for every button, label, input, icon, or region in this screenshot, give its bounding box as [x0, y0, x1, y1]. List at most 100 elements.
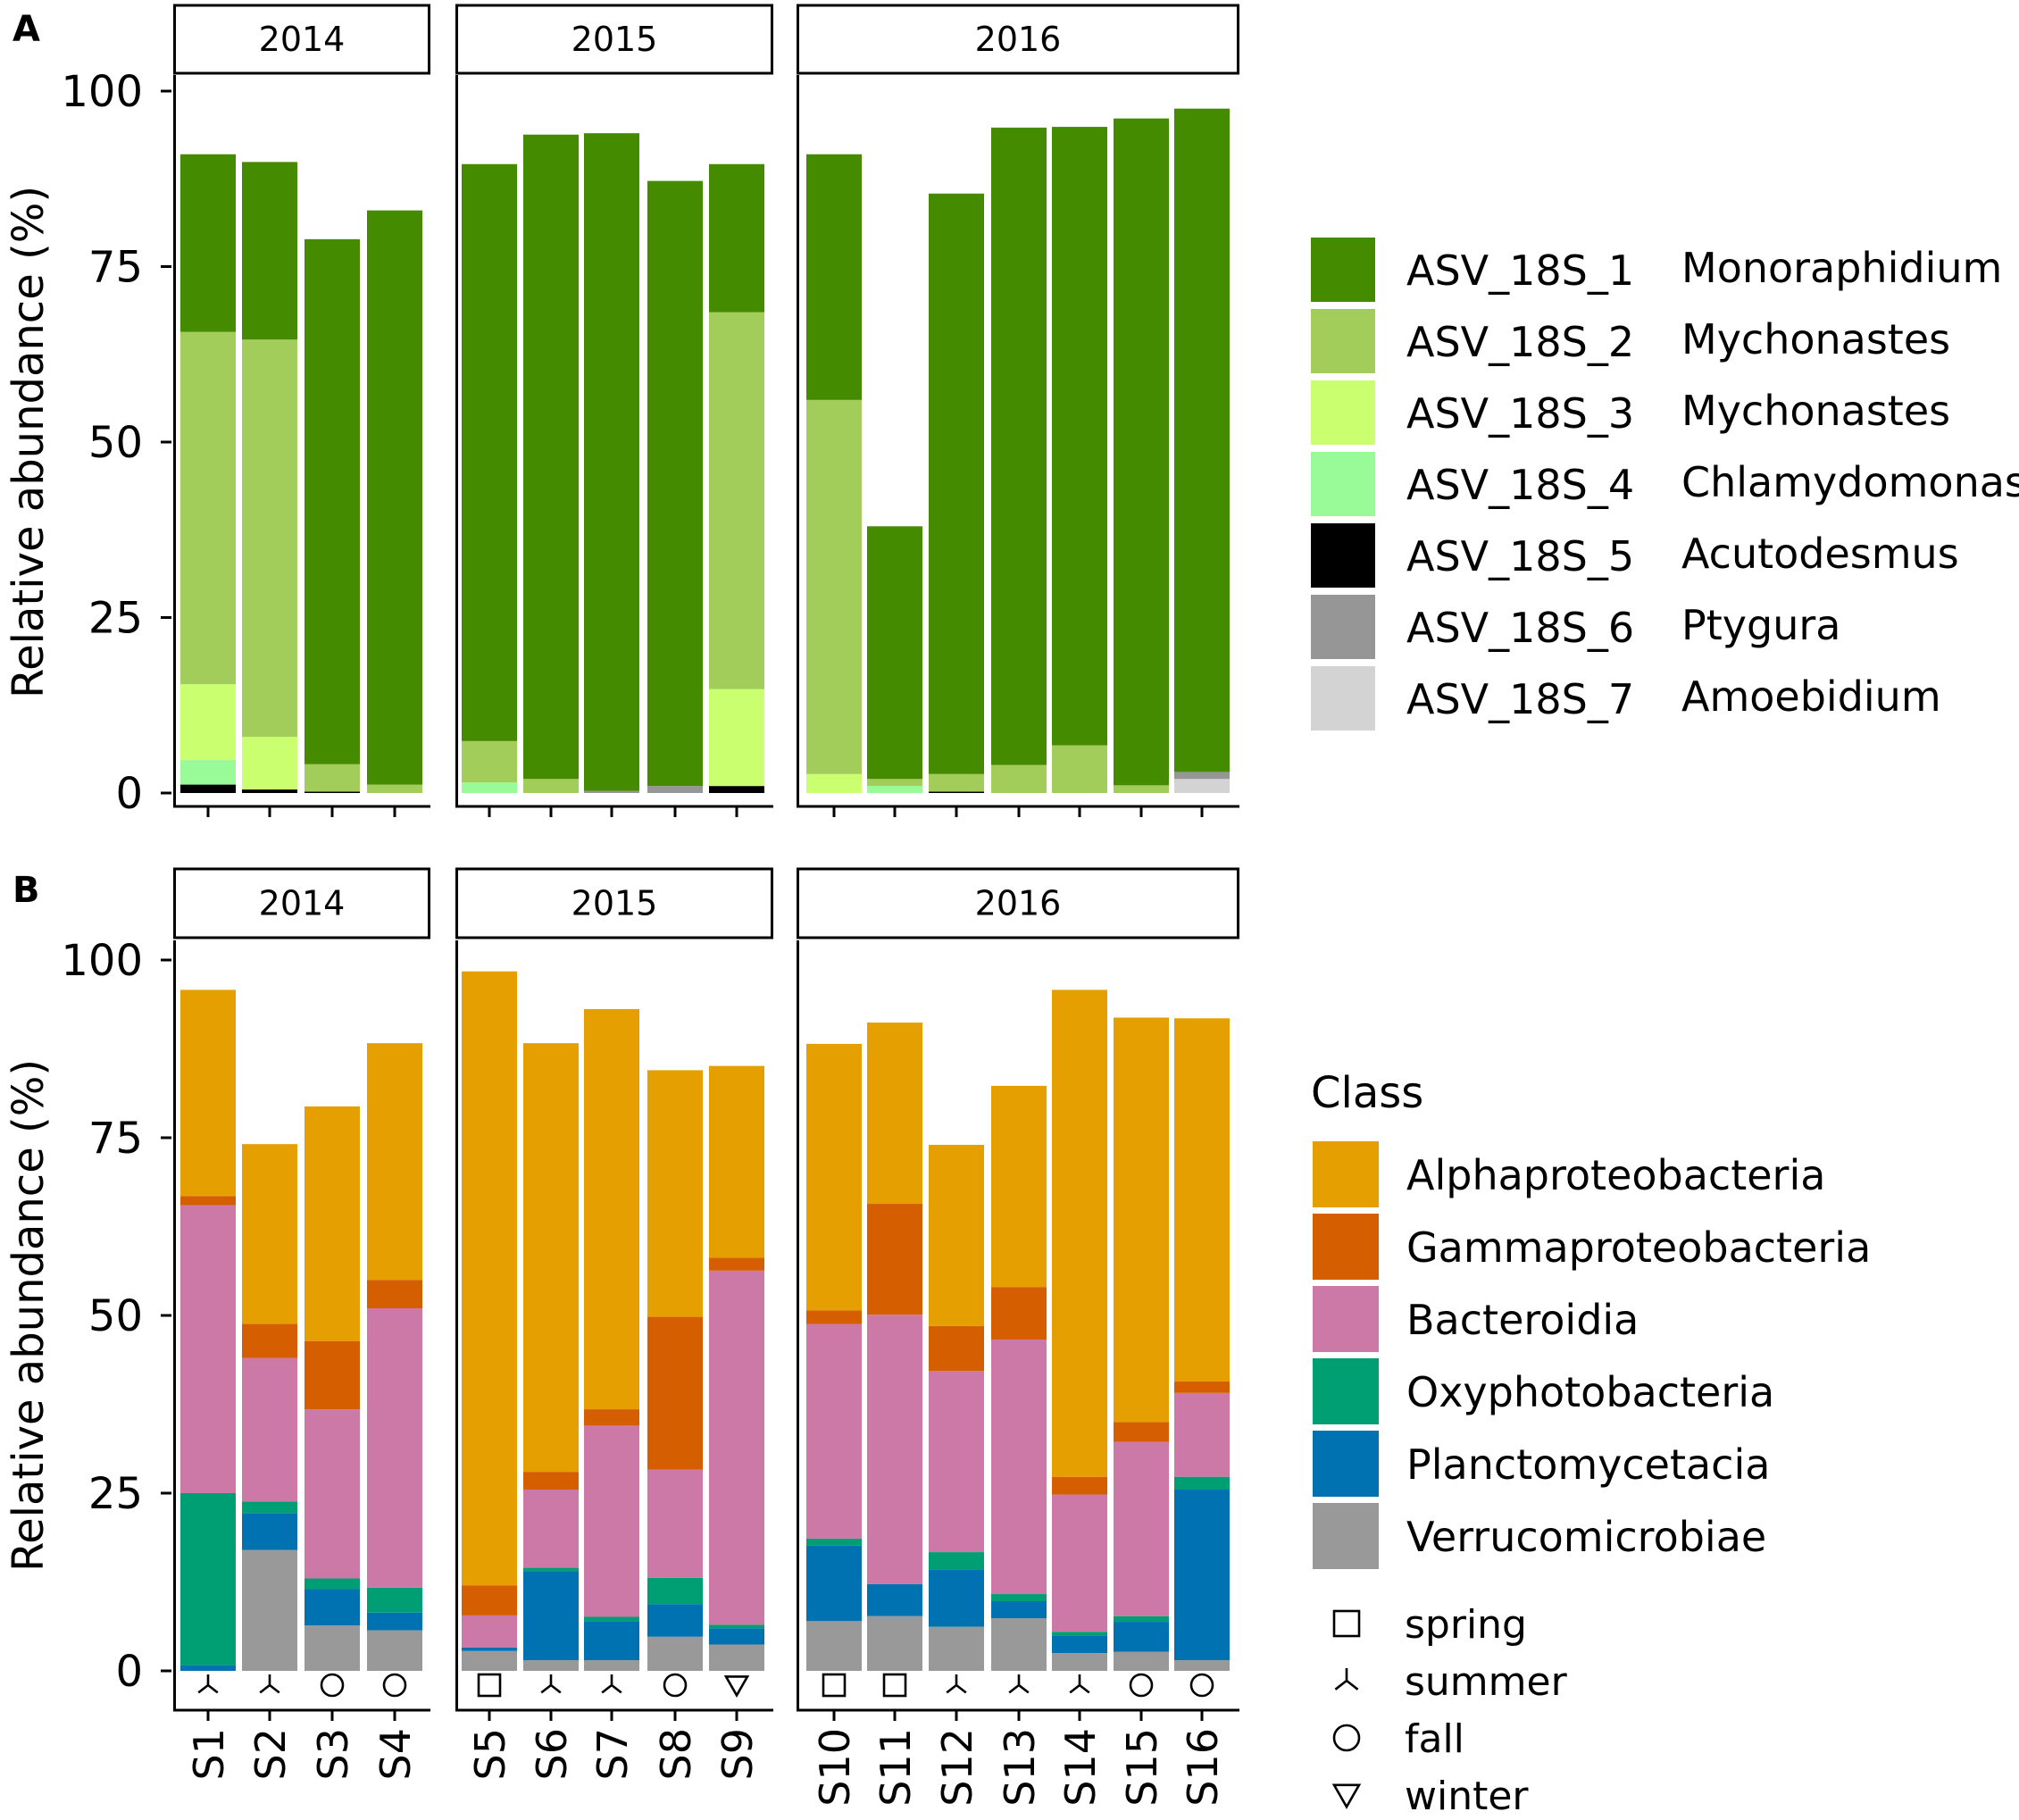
legend-label: Gammaproteobacteria	[1406, 1223, 1871, 1272]
bar-segment	[180, 1205, 236, 1493]
season-marker	[663, 1673, 688, 1698]
bar-segment	[584, 790, 639, 793]
bar-segment	[806, 1538, 862, 1546]
bar-segment	[523, 1571, 579, 1661]
bar-segment	[305, 1409, 360, 1579]
bar-segment	[1114, 118, 1169, 786]
bar-segment	[1114, 1441, 1169, 1616]
legend-swatch	[1313, 1141, 1379, 1207]
season-marker	[1069, 1674, 1090, 1694]
x-tick-label: S10	[811, 1728, 859, 1807]
bar-segment	[1052, 1476, 1107, 1495]
bar-segment	[647, 1636, 703, 1671]
bar-segment	[523, 1490, 579, 1568]
bar-segment	[929, 1325, 984, 1372]
bar-segment	[806, 399, 862, 774]
bar-segment	[523, 779, 579, 793]
bar-segment	[1174, 1382, 1230, 1393]
facet-strip	[173, 867, 430, 939]
bar-segment	[367, 784, 422, 793]
bar-segment	[584, 1616, 639, 1622]
bar-segment	[242, 1501, 297, 1514]
legend-taxon: Mychonastes	[1681, 315, 1950, 363]
x-tick-label: S14	[1056, 1728, 1105, 1807]
x-tick-label: S7	[588, 1728, 637, 1780]
bar-segment	[709, 1257, 764, 1271]
y-tick-label: 75	[88, 1114, 143, 1164]
season-marker	[1189, 1673, 1214, 1698]
season-marker	[320, 1673, 345, 1698]
bar-segment	[523, 1043, 579, 1473]
bar-segment	[806, 1310, 862, 1324]
bar-segment	[305, 1589, 360, 1626]
bar-segment	[867, 1615, 922, 1671]
bar-segment	[242, 1144, 297, 1324]
bar-segment	[367, 1612, 422, 1631]
bar-segment	[180, 760, 236, 785]
x-tick-label: S9	[713, 1728, 762, 1780]
bar-segment	[367, 210, 422, 785]
panel-label: B	[13, 870, 40, 911]
bar-segment	[991, 1618, 1047, 1671]
bar-segment	[1052, 1632, 1107, 1636]
bar-segment	[584, 1621, 639, 1661]
bar-segment	[991, 1287, 1047, 1340]
legend-taxon: Acutodesmus	[1681, 530, 1959, 578]
season-marker	[197, 1674, 219, 1694]
bar-segment	[991, 764, 1047, 793]
bar-segment	[1052, 745, 1107, 793]
season-marker	[723, 1675, 750, 1699]
bar-segment	[991, 1085, 1047, 1288]
legend-season-marker	[1331, 1783, 1362, 1809]
bar-segment	[929, 1552, 984, 1570]
bar-segment	[647, 1070, 703, 1317]
bar-segment	[180, 989, 236, 1197]
bar-segment	[1174, 779, 1230, 793]
season-marker	[259, 1674, 280, 1694]
season-marker	[382, 1673, 407, 1698]
bar-segment	[1174, 772, 1230, 780]
y-tick-label: 100	[61, 936, 143, 986]
bar-segment	[242, 1323, 297, 1358]
bar-segment	[242, 789, 297, 793]
bar-segment	[709, 689, 764, 787]
bar-segment	[462, 971, 517, 1586]
bar-segment	[242, 339, 297, 738]
bar-segment	[1114, 1615, 1169, 1623]
legend-swatch	[1311, 380, 1375, 445]
bar-segment	[991, 1340, 1047, 1595]
bar-segment	[647, 1577, 703, 1605]
bar-segment	[867, 1204, 922, 1315]
bar-segment	[367, 1308, 422, 1588]
legend-swatch	[1313, 1503, 1379, 1569]
bar-segment	[1114, 1651, 1169, 1671]
x-tick-label: S16	[1179, 1728, 1227, 1807]
legend-label: ASV_18S_6	[1406, 604, 1634, 652]
bar-segment	[584, 1425, 639, 1617]
bar-segment	[991, 1594, 1047, 1601]
x-tick-label: S11	[872, 1728, 920, 1807]
bar-segment	[584, 1409, 639, 1426]
legend-label: ASV_18S_3	[1406, 389, 1634, 438]
bar-segment	[180, 331, 236, 685]
bar-segment	[1052, 127, 1107, 746]
y-axis-title: Relative abundance (%)	[4, 186, 54, 698]
bar-segment	[1052, 989, 1107, 1477]
bar-segment	[709, 1644, 764, 1671]
legend-swatch	[1313, 1214, 1379, 1280]
legend-taxon: Mychonastes	[1681, 387, 1950, 435]
bar-segment	[1114, 1622, 1169, 1652]
legend-swatch	[1311, 238, 1375, 302]
bar-segment	[806, 1621, 862, 1671]
panel-b: B Relative abundance (%) 0 25 50 75 100 2014 201…	[4, 867, 1871, 1819]
bar-segment	[180, 154, 236, 332]
legend-season-marker	[1334, 1668, 1359, 1691]
x-tick-label: S15	[1118, 1728, 1166, 1807]
bar-segment	[929, 193, 984, 774]
season-marker	[601, 1674, 622, 1694]
bar-segment	[305, 1625, 360, 1671]
legend-label: ASV_18S_1	[1406, 246, 1634, 295]
legend-swatch	[1313, 1431, 1379, 1497]
x-tick-label: S1	[185, 1728, 233, 1780]
